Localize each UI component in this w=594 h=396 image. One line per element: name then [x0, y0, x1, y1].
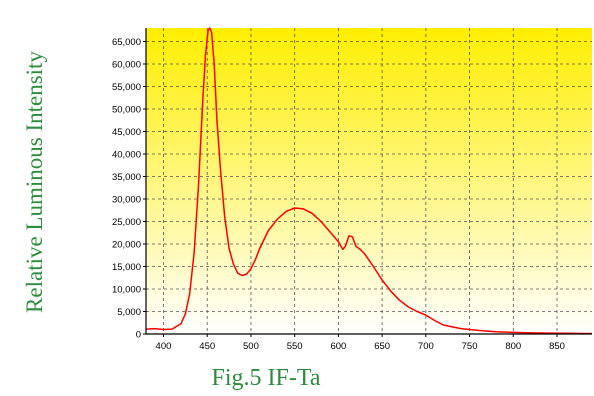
y-tick-label: 0: [136, 330, 141, 341]
x-tick-label: 400: [156, 341, 172, 352]
x-tick-label: 750: [462, 341, 478, 352]
y-tick-label: 10,000: [112, 285, 141, 296]
y-tick-label: 25,000: [112, 217, 141, 228]
y-tick-label: 40,000: [112, 150, 141, 161]
grid-layer: [146, 28, 592, 334]
tick-label-layer: 0 5,000 10,000 15,000 20,000 25,000 30,000 35,0…: [112, 37, 565, 352]
x-tick-label: 800: [505, 341, 521, 352]
y-tick-label: 65,000: [112, 37, 141, 48]
y-tick-label: 5,000: [117, 307, 141, 318]
y-tick-label: 30,000: [112, 195, 141, 206]
x-tick-label: 650: [374, 341, 390, 352]
x-tick-label: 850: [549, 341, 565, 352]
y-tick-label: 45,000: [112, 127, 141, 138]
series-layer: [145, 27, 593, 335]
y-tick-label: 20,000: [112, 240, 141, 251]
axis-layer: [143, 28, 592, 337]
plot-area: [146, 28, 592, 334]
x-tick-label: 450: [199, 341, 215, 352]
y-axis-label: Relative Luminous Intensity: [22, 51, 47, 313]
figure-caption: Fig.5 IF-Ta: [212, 365, 321, 391]
y-tick-label: 55,000: [112, 82, 141, 93]
series-line: [145, 27, 593, 335]
x-tick-label: 700: [418, 341, 434, 352]
x-tick-label: 600: [330, 341, 346, 352]
y-tick-label: 50,000: [112, 105, 141, 116]
y-tick-label: 60,000: [112, 60, 141, 71]
x-tick-label: 500: [243, 341, 259, 352]
x-tick-label: 550: [287, 341, 303, 352]
y-tick-label: 35,000: [112, 172, 141, 183]
y-tick-label: 15,000: [112, 262, 141, 273]
